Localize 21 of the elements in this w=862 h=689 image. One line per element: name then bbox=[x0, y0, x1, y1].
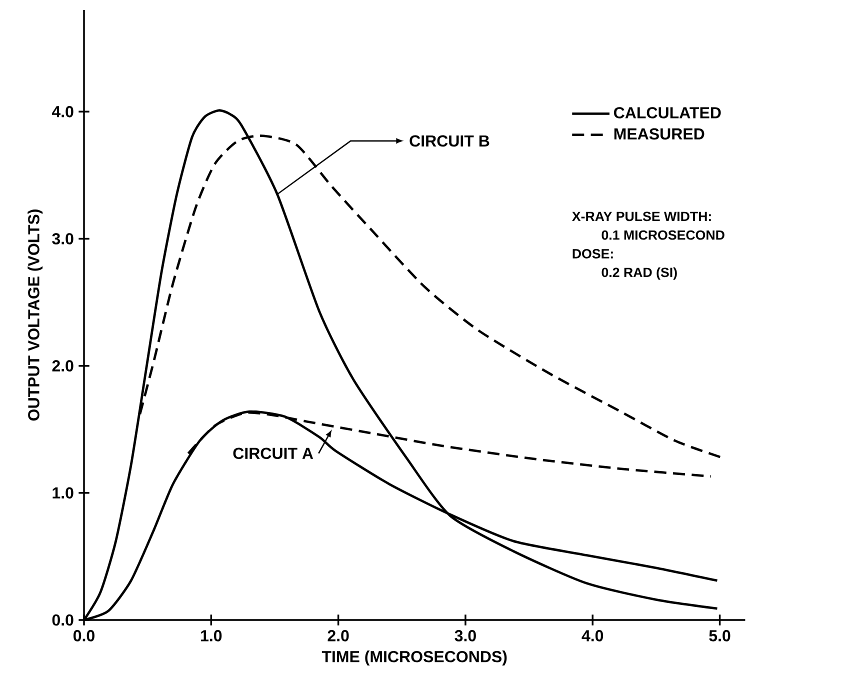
legend-label: CALCULATED bbox=[614, 107, 721, 118]
x-tick-label: 2.0 bbox=[328, 630, 349, 642]
y-tick-label: 0.0 bbox=[52, 614, 74, 626]
legend-label: MEASURED bbox=[614, 128, 704, 140]
annotation: 0.1 MICROSECOND bbox=[602, 230, 724, 240]
annotation: X-RAY PULSE WIDTH: bbox=[572, 212, 711, 222]
y-tick-label: 1.0 bbox=[52, 487, 74, 499]
x-tick-label: 5.0 bbox=[709, 630, 730, 642]
x-tick-label: 0.0 bbox=[74, 630, 94, 642]
annotation: CIRCUIT A bbox=[233, 448, 314, 460]
annotation: DOSE: bbox=[572, 249, 613, 258]
y-tick-label: 4.0 bbox=[52, 106, 74, 118]
annotation: 0.2 RAD (SI) bbox=[602, 267, 677, 280]
y-axis-title: OUTPUT VOLTAGE (VOLTS) bbox=[28, 210, 43, 421]
y-tick-label: 2.0 bbox=[52, 360, 74, 372]
x-tick-label: 4.0 bbox=[582, 630, 604, 642]
x-axis-title: TIME (MICROSECONDS) bbox=[322, 650, 507, 666]
y-tick-label: 3.0 bbox=[52, 233, 74, 244]
annotation: CIRCUIT B bbox=[410, 135, 490, 147]
x-tick-label: 3.0 bbox=[454, 630, 476, 642]
x-tick-label: 1.0 bbox=[201, 630, 222, 642]
